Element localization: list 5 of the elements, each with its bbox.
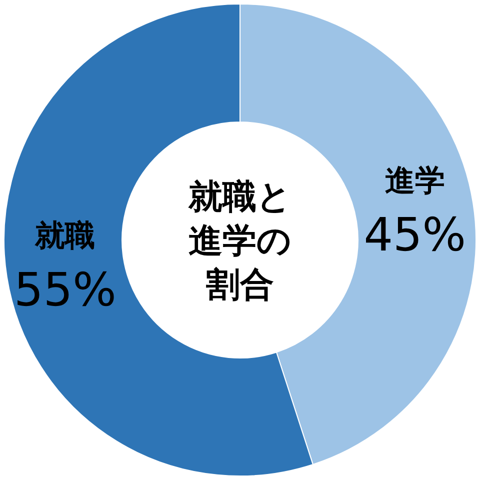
text: 就職と進学の割合 <box>188 177 292 305</box>
data-label: 45% <box>364 207 466 262</box>
data-label: 55% <box>14 262 116 317</box>
slice-label: 就職 <box>34 218 96 254</box>
slice-label: 進学 <box>384 163 445 198</box>
